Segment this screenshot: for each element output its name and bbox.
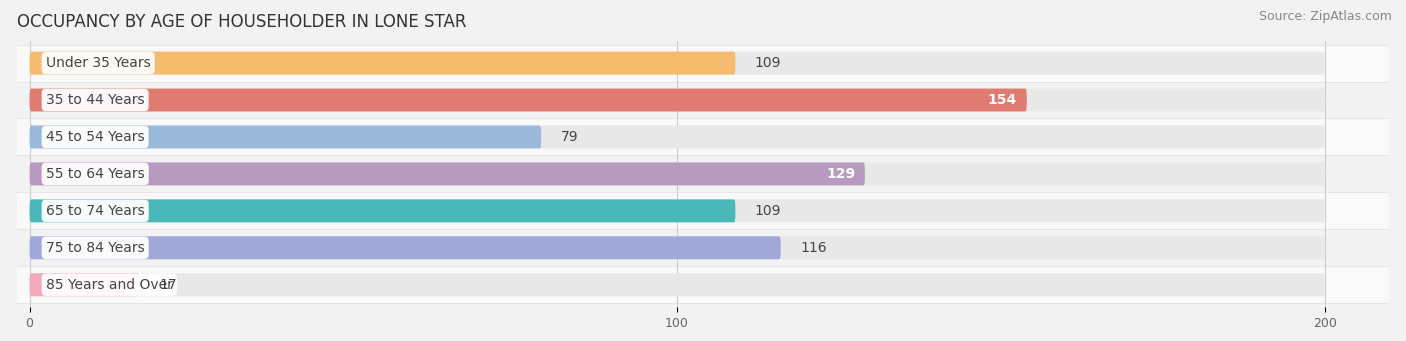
Text: 85 Years and Over: 85 Years and Over	[46, 278, 173, 292]
Text: 154: 154	[988, 93, 1017, 107]
FancyBboxPatch shape	[17, 266, 1389, 303]
FancyBboxPatch shape	[30, 125, 1324, 148]
Text: Under 35 Years: Under 35 Years	[46, 56, 150, 70]
Text: 65 to 74 Years: 65 to 74 Years	[46, 204, 145, 218]
FancyBboxPatch shape	[30, 162, 865, 186]
FancyBboxPatch shape	[30, 236, 780, 259]
Text: 55 to 64 Years: 55 to 64 Years	[46, 167, 145, 181]
FancyBboxPatch shape	[30, 162, 1324, 186]
Text: 79: 79	[561, 130, 578, 144]
Text: 129: 129	[827, 167, 855, 181]
FancyBboxPatch shape	[17, 45, 1389, 81]
Text: 17: 17	[159, 278, 177, 292]
Text: 109: 109	[755, 204, 782, 218]
FancyBboxPatch shape	[17, 81, 1389, 119]
Text: 35 to 44 Years: 35 to 44 Years	[46, 93, 145, 107]
FancyBboxPatch shape	[17, 155, 1389, 192]
FancyBboxPatch shape	[17, 119, 1389, 155]
FancyBboxPatch shape	[30, 199, 735, 222]
FancyBboxPatch shape	[30, 51, 1324, 75]
FancyBboxPatch shape	[30, 199, 1324, 222]
Text: OCCUPANCY BY AGE OF HOUSEHOLDER IN LONE STAR: OCCUPANCY BY AGE OF HOUSEHOLDER IN LONE …	[17, 13, 467, 31]
FancyBboxPatch shape	[30, 89, 1324, 112]
Text: 45 to 54 Years: 45 to 54 Years	[46, 130, 145, 144]
Text: Source: ZipAtlas.com: Source: ZipAtlas.com	[1258, 10, 1392, 23]
FancyBboxPatch shape	[30, 236, 1324, 259]
FancyBboxPatch shape	[30, 51, 735, 75]
FancyBboxPatch shape	[17, 229, 1389, 266]
FancyBboxPatch shape	[17, 192, 1389, 229]
Text: 109: 109	[755, 56, 782, 70]
Text: 116: 116	[800, 241, 827, 255]
FancyBboxPatch shape	[30, 273, 139, 296]
FancyBboxPatch shape	[30, 125, 541, 148]
Text: 75 to 84 Years: 75 to 84 Years	[46, 241, 145, 255]
FancyBboxPatch shape	[30, 273, 1324, 296]
FancyBboxPatch shape	[30, 89, 1026, 112]
